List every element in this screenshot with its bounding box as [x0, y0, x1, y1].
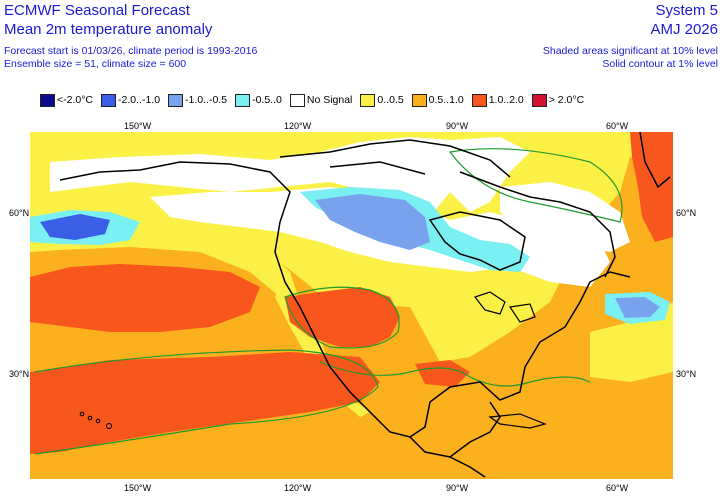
lat-tick-left-60n: 60°N [9, 208, 30, 218]
legend-swatch [531, 93, 547, 107]
legend-item: -2.0..-1.0 [101, 93, 161, 107]
legend-label: No Signal [306, 94, 353, 106]
coastline-north-america [59, 161, 631, 438]
legend-item: > 2.0°C [531, 93, 585, 107]
lon-tick-bottom-60w: 60°W [606, 483, 629, 493]
legend-swatch [168, 93, 184, 107]
no-signal-labrador [500, 182, 630, 252]
legend-item: 0..0.5 [360, 93, 404, 107]
legend-item: 0.5..1.0 [411, 93, 464, 107]
coastline-cuba [488, 413, 547, 429]
weak-warm-pacific-north [30, 227, 300, 302]
legend-label: <-2.0°C [57, 94, 94, 106]
strong-warm-gulf [415, 360, 470, 387]
forecast-title: ECMWF Seasonal Forecast [4, 2, 190, 19]
cold-atlantic [615, 297, 660, 318]
legend-label: > 2.0°C [548, 94, 585, 106]
significance-contour-note: Solid contour at 1% level [602, 58, 718, 70]
legend-label: 0..0.5 [377, 94, 404, 106]
legend-swatch [360, 93, 376, 107]
significance-shaded-note: Shaded areas significant at 10% level [542, 45, 718, 57]
legend-swatch [235, 93, 251, 107]
legend-label: 0.5..1.0 [428, 94, 464, 106]
lon-tick-top-120w: 120°W [284, 121, 312, 131]
lon-tick-bottom-90w: 90°W [446, 483, 469, 493]
forecast-subtitle: Mean 2m temperature anomaly [4, 21, 213, 38]
legend-swatch [101, 93, 117, 107]
significance-contour [34, 349, 379, 455]
lat-tick-right-30n: 30°N [676, 369, 697, 379]
legend-swatch [471, 93, 487, 107]
lon-tick-bottom-120w: 120°W [284, 483, 312, 493]
legend-item: 1.0..2.0 [471, 93, 524, 107]
cold-canada [315, 194, 430, 250]
significance-contour [319, 361, 591, 387]
legend-swatch [411, 93, 427, 107]
lon-tick-top-150w: 150°W [124, 121, 152, 131]
legend-swatch [40, 93, 55, 107]
lon-tick-top-60w: 60°W [606, 121, 629, 131]
legend-item: -0.5..0 [235, 93, 282, 107]
strong-warm-pacific-north [30, 264, 260, 332]
map-canvas [30, 132, 673, 479]
strong-warm-greenland [630, 132, 673, 242]
legend-item: -1.0..-0.5 [168, 93, 228, 107]
color-legend: <-2.0°C -2.0..-1.0 -1.0..-0.5 -0.5..0 No… [40, 91, 592, 109]
coastline-gulf [409, 401, 501, 458]
coastline-labrador [529, 196, 616, 278]
anomaly-map [30, 132, 673, 479]
strong-warm-southwest [285, 287, 400, 347]
hawaii-islands [79, 411, 112, 429]
coastline-greenland [639, 132, 671, 189]
strong-warm-pacific [30, 352, 380, 454]
forecast-start-info: Forecast start is 01/03/26, climate peri… [4, 45, 258, 57]
legend-item: <-2.0°C [40, 93, 94, 107]
legend-swatch [289, 93, 305, 107]
ensemble-info: Ensemble size = 51, climate size = 600 [4, 58, 187, 70]
coastline-great-lakes [474, 291, 536, 323]
lat-tick-right-60n: 60°N [676, 208, 697, 218]
significance-contour [448, 148, 623, 223]
legend-label: -0.5..0 [252, 94, 282, 106]
legend-label: -1.0..-0.5 [185, 94, 228, 106]
coastline-central-america [449, 456, 486, 478]
significance-contour [284, 286, 400, 349]
season-label: AMJ 2026 [650, 21, 718, 38]
system-label: System 5 [655, 2, 718, 19]
coastline-arctic-islands [279, 139, 531, 198]
lon-tick-bottom-150w: 150°W [124, 483, 152, 493]
lat-tick-left-30n: 30°N [9, 369, 30, 379]
legend-item: No Signal [289, 93, 353, 107]
weak-warm-east [590, 302, 673, 382]
lon-tick-top-90w: 90°W [446, 121, 469, 131]
strong-cold-alaska [40, 214, 110, 240]
legend-label: 1.0..2.0 [488, 94, 524, 106]
coastline-hudson-bay [428, 211, 526, 271]
legend-label: -2.0..-1.0 [118, 94, 161, 106]
